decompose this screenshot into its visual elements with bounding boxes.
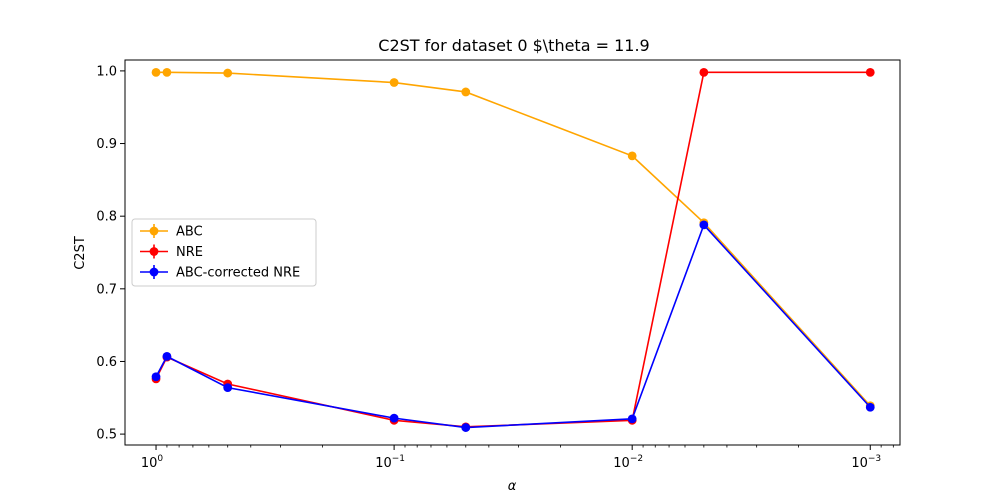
x-axis: 100 10−1 10−2 10−3: [141, 445, 894, 471]
y-tick-label: 0.5: [96, 428, 117, 443]
data-point: [389, 78, 399, 87]
data-point: [151, 372, 161, 382]
x-tick-label: 10−2: [613, 454, 643, 471]
data-point: [699, 67, 709, 77]
series-line: [156, 71, 871, 407]
data-point: [627, 151, 637, 161]
data-point: [461, 87, 471, 97]
x-tick-label: 100: [141, 454, 164, 471]
legend-marker: [149, 247, 159, 256]
y-axis: 0.5 0.6 0.7 0.8 0.9 1.0: [96, 64, 125, 443]
legend-label: ABC-corrected NRE: [176, 266, 300, 281]
x-tick-label: 10−3: [851, 454, 881, 471]
y-axis-label: C2ST: [73, 236, 88, 270]
data-point: [223, 383, 233, 393]
series-abc: [151, 67, 875, 411]
x-tick-label: 10−1: [375, 454, 405, 471]
data-point: [151, 67, 161, 77]
plot-frame: [124, 59, 901, 446]
y-tick-label: 0.9: [96, 137, 117, 152]
legend-marker: [149, 226, 159, 236]
y-tick-label: 0.6: [96, 355, 117, 370]
y-tick-label: 0.7: [96, 282, 117, 297]
data-point: [162, 67, 172, 77]
legend-label: ABC: [176, 225, 203, 240]
legend-item: ABC: [140, 224, 203, 240]
data-point: [865, 402, 875, 412]
data-point: [389, 413, 399, 423]
series-abc-corrected-nre: [151, 220, 875, 432]
legend-label: NRE: [176, 245, 203, 260]
legend-item: ABC-corrected NRE: [140, 265, 300, 281]
legend-item: NRE: [140, 244, 203, 260]
data-point: [223, 68, 233, 78]
series-layer: [151, 67, 875, 432]
series-line: [155, 223, 871, 429]
x-axis-label: α: [508, 479, 517, 494]
data-point: [162, 351, 172, 361]
data-point: [865, 67, 875, 77]
data-point: [461, 423, 471, 432]
y-tick-label: 0.8: [96, 210, 117, 225]
data-point: [627, 414, 637, 424]
legend-marker: [149, 267, 159, 277]
y-tick-label: 1.0: [96, 64, 117, 79]
data-point: [699, 220, 709, 230]
chart-title: C2ST for dataset 0 $\theta = 11.9: [378, 36, 649, 55]
legend-box: [131, 218, 317, 287]
legend: ABC NRE ABC-corrected NRE: [131, 218, 317, 287]
